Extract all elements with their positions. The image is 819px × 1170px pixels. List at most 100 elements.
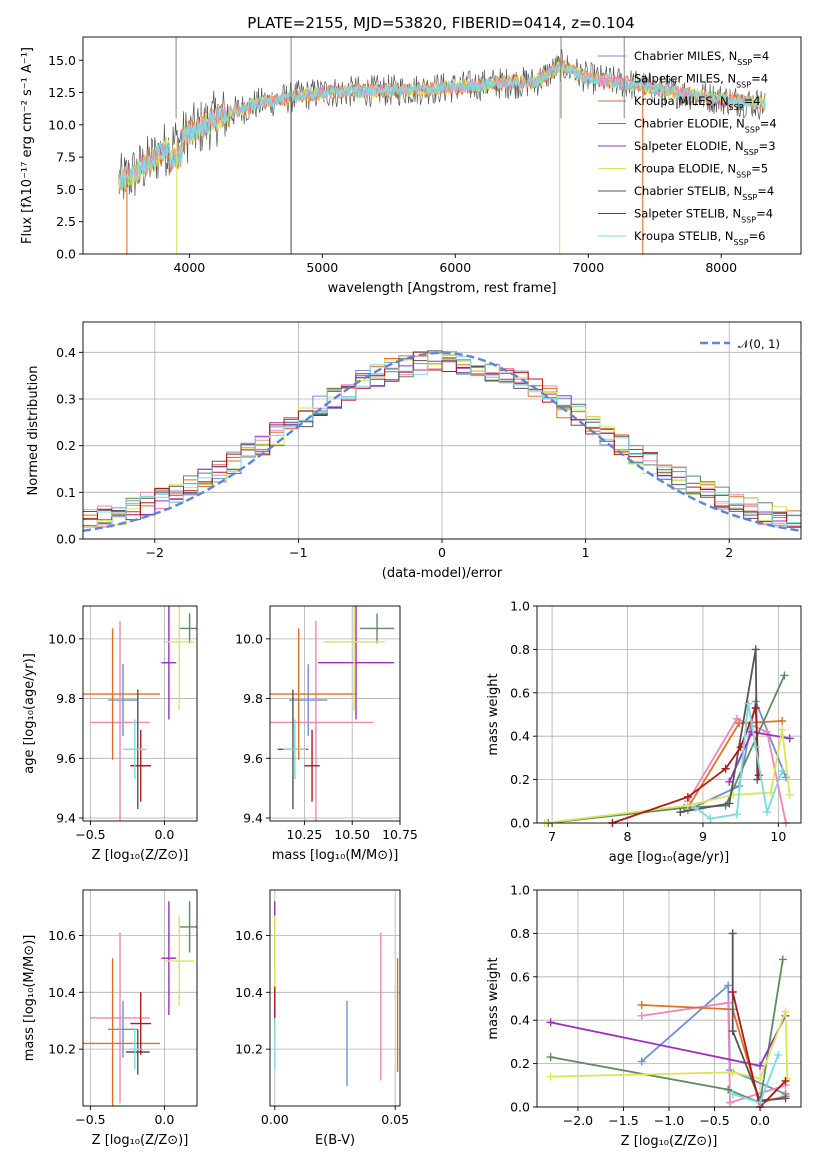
x-tick-label: 10.75 bbox=[382, 827, 418, 842]
mass-weight-marker bbox=[546, 1018, 555, 1027]
mass-weight-marker bbox=[744, 699, 753, 708]
mass-weight-marker bbox=[780, 671, 789, 680]
legend-label: Chabrier MILES, NSSP=4 bbox=[634, 49, 769, 67]
mass-weight-marker bbox=[546, 1072, 555, 1081]
age-vs-mass-panel: 10.25 10.50 10.75 9.4 9.6 9.8 10.0 mass [log₁₀(… bbox=[235, 605, 418, 863]
x-tick-label: 10 bbox=[770, 829, 786, 844]
y-tick-label: 0.4 bbox=[510, 1013, 530, 1028]
axes-frame bbox=[536, 605, 802, 824]
y-axis-label: mass weight bbox=[486, 957, 501, 1039]
mass-weight-marker bbox=[781, 1094, 790, 1103]
x-tick-label: 9 bbox=[699, 829, 707, 844]
y-tick-label: 10.2 bbox=[48, 1042, 76, 1057]
x-tick-label: 6000 bbox=[439, 260, 471, 275]
x-tick-label: −0.5 bbox=[75, 1112, 105, 1127]
mass-weight-marker bbox=[725, 777, 734, 786]
x-tick-label: 7000 bbox=[572, 260, 604, 275]
x-tick-label: 0.00 bbox=[261, 1112, 289, 1127]
y-tick-label: 10.2 bbox=[235, 1042, 263, 1057]
axes-frame bbox=[82, 36, 802, 255]
mass-weight-marker bbox=[756, 1061, 765, 1070]
y-axis-label: mass [log₁₀(M/M⊙)] bbox=[22, 935, 37, 1062]
y-tick-label: 10.6 bbox=[235, 928, 263, 943]
x-tick-label: −0.5 bbox=[75, 827, 105, 842]
y-tick-label: 9.4 bbox=[243, 811, 263, 826]
axes-frame bbox=[269, 889, 401, 1107]
mass-weight-line bbox=[550, 959, 784, 1104]
x-tick-label: −0.5 bbox=[699, 1113, 729, 1128]
mass-weight-marker bbox=[781, 1007, 790, 1016]
legend-label: 𝒩(0, 1) bbox=[738, 337, 780, 351]
y-tick-label: 0.2 bbox=[56, 438, 76, 453]
axes-frame bbox=[82, 605, 198, 822]
x-tick-label: 8000 bbox=[705, 260, 737, 275]
mass-weight-marker bbox=[732, 810, 741, 819]
y-tick-label: 10.0 bbox=[48, 117, 76, 132]
x-tick-label: 4000 bbox=[173, 260, 205, 275]
mass-weight-marker bbox=[756, 1098, 765, 1107]
mass-weight-line bbox=[544, 729, 791, 823]
axes-frame bbox=[269, 605, 401, 822]
y-tick-label: 0.3 bbox=[56, 392, 76, 407]
y-tick-label: 1.0 bbox=[510, 599, 530, 614]
mass-weight-marker bbox=[774, 1050, 783, 1059]
x-tick-label: 1 bbox=[582, 545, 590, 560]
legend-label: Salpeter STELIB, NSSP=4 bbox=[634, 207, 773, 225]
y-tick-label: 9.4 bbox=[56, 811, 76, 826]
mass-weight-line bbox=[731, 933, 786, 1102]
mass-weight-marker bbox=[728, 929, 737, 938]
legend-label: Kroupa STELIB, NSSP=6 bbox=[634, 229, 765, 247]
mass-weight-marker bbox=[751, 703, 760, 712]
y-axis-label: age [log₁₀(age/yr)] bbox=[22, 653, 37, 774]
mass-weight-marker bbox=[763, 808, 772, 817]
mass-weight-marker bbox=[735, 719, 744, 728]
x-axis-label: age [log₁₀(age/yr)] bbox=[609, 850, 730, 865]
mass-weight-marker bbox=[732, 714, 741, 723]
y-tick-label: 5.0 bbox=[56, 182, 76, 197]
x-axis-label: E(B-V) bbox=[315, 1133, 355, 1148]
x-axis-label: (data-model)/error bbox=[382, 566, 503, 581]
y-tick-label: 9.6 bbox=[56, 751, 76, 766]
mass-weight-marker bbox=[751, 645, 760, 654]
normal-curve bbox=[83, 351, 801, 532]
y-tick-label: 10.4 bbox=[235, 985, 263, 1000]
spectrum-panel: 4000 5000 6000 7000 8000 0.0 2.5 5.0 7.5 10.0 12.5… bbox=[20, 36, 802, 296]
y-tick-label: 12.5 bbox=[48, 85, 76, 100]
mass-weight-marker bbox=[637, 1057, 646, 1066]
x-tick-label: 0.0 bbox=[154, 827, 174, 842]
x-tick-label: −1 bbox=[289, 545, 307, 560]
figure-title: PLATE=2155, MJD=53820, FIBERID=0414, z=0… bbox=[247, 14, 634, 32]
mass-weight-marker bbox=[691, 803, 700, 812]
mass-weight-marker bbox=[683, 792, 692, 801]
mass-weight-marker bbox=[724, 998, 733, 1007]
x-tick-label: 0 bbox=[438, 545, 446, 560]
mass-weight-marker bbox=[781, 1076, 790, 1085]
mass-weight-marker bbox=[724, 981, 733, 990]
x-tick-label: 0.05 bbox=[381, 1112, 409, 1127]
legend-label: Kroupa ELODIE, NSSP=5 bbox=[634, 162, 768, 180]
mass-weight-marker bbox=[781, 773, 790, 782]
x-tick-label: 7 bbox=[548, 829, 556, 844]
x-tick-label: −2 bbox=[146, 545, 164, 560]
mass-weight-marker bbox=[728, 1089, 737, 1098]
x-tick-label: 0.0 bbox=[750, 1113, 770, 1128]
x-axis-label: mass [log₁₀(M/M⊙)] bbox=[272, 848, 399, 863]
spectrum-line bbox=[118, 62, 766, 191]
mass-weight-line bbox=[731, 991, 787, 1107]
y-tick-label: 10.0 bbox=[235, 631, 263, 646]
mass-weight-marker bbox=[785, 734, 794, 743]
mass-weight-marker bbox=[546, 1053, 555, 1062]
x-tick-label: −1.5 bbox=[608, 1113, 638, 1128]
y-tick-label: 10.0 bbox=[48, 631, 76, 646]
x-tick-label: −2.0 bbox=[563, 1113, 593, 1128]
mass-weight-marker bbox=[778, 717, 787, 726]
x-axis-label: Z [log₁₀(Z/Z⊙)] bbox=[92, 1133, 189, 1148]
legend-label: Chabrier ELODIE, NSSP=4 bbox=[634, 117, 777, 135]
y-tick-label: 0.6 bbox=[510, 969, 530, 984]
x-tick-label: 0.0 bbox=[154, 1112, 174, 1127]
legend-label: Salpeter MILES, NSSP=4 bbox=[634, 72, 768, 90]
x-axis-label: wavelength [Angstrom, rest frame] bbox=[328, 281, 557, 296]
axes-frame bbox=[536, 889, 802, 1108]
y-tick-label: 9.6 bbox=[243, 751, 263, 766]
